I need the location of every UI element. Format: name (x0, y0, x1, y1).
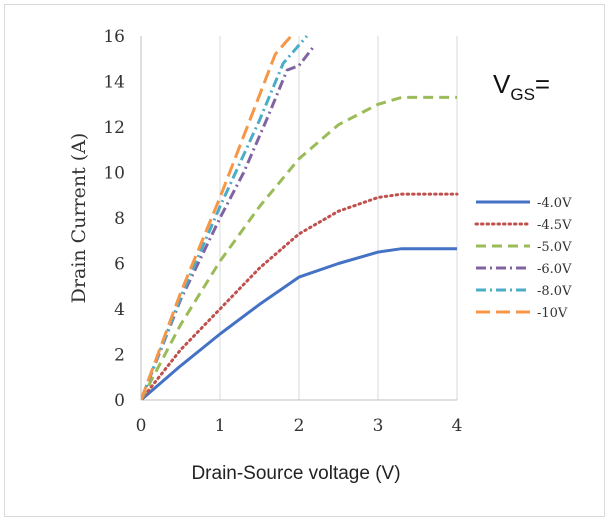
y-tick-label: 6 (114, 255, 125, 275)
y-tick-label: 10 (103, 164, 125, 184)
x-tick-label: 0 (136, 416, 147, 436)
x-tick-label: 2 (294, 416, 305, 436)
y-tick-label: 16 (103, 27, 125, 47)
legend-label: -8.0V (537, 284, 572, 299)
legend: -4.0V -4.5V -5.0V -6.0V -8.0V -10V (474, 196, 572, 321)
y-tick-label: 14 (103, 73, 125, 93)
series-line-4 (141, 44, 316, 400)
x-axis-title: Drain-Source voltage (V) (191, 463, 400, 484)
series-lines (141, 35, 459, 400)
legend-label: -4.0V (537, 196, 572, 211)
series-line-5 (141, 35, 309, 400)
y-tick-label: 8 (114, 209, 125, 229)
x-tick-label: 4 (452, 416, 463, 436)
legend-title-suffix: = (535, 69, 550, 99)
chart-frame (4, 4, 605, 517)
y-tick-label: 0 (114, 391, 125, 411)
y-tick-label: 4 (114, 300, 125, 320)
axes (140, 36, 457, 401)
legend-label: -4.5V (537, 218, 572, 233)
legend-title-main: V (493, 69, 511, 99)
series-line-2 (141, 192, 459, 400)
series-line-6 (141, 35, 293, 400)
x-tick-label: 1 (215, 416, 226, 436)
series-line-1 (141, 247, 457, 400)
legend-label: -6.0V (537, 262, 572, 277)
legend-title-subscript: GS (510, 85, 535, 104)
x-tick-label: 3 (373, 416, 384, 436)
y-tick-label: 2 (114, 346, 125, 366)
legend-label: -10V (537, 306, 568, 321)
gridlines (219, 36, 458, 400)
y-axis-title: Drain Current (A) (68, 133, 90, 304)
series-line-3 (141, 95, 457, 400)
y-tick-label: 12 (103, 118, 125, 138)
legend-label: -5.0V (537, 240, 572, 255)
legend-title: VGS= (493, 69, 550, 104)
